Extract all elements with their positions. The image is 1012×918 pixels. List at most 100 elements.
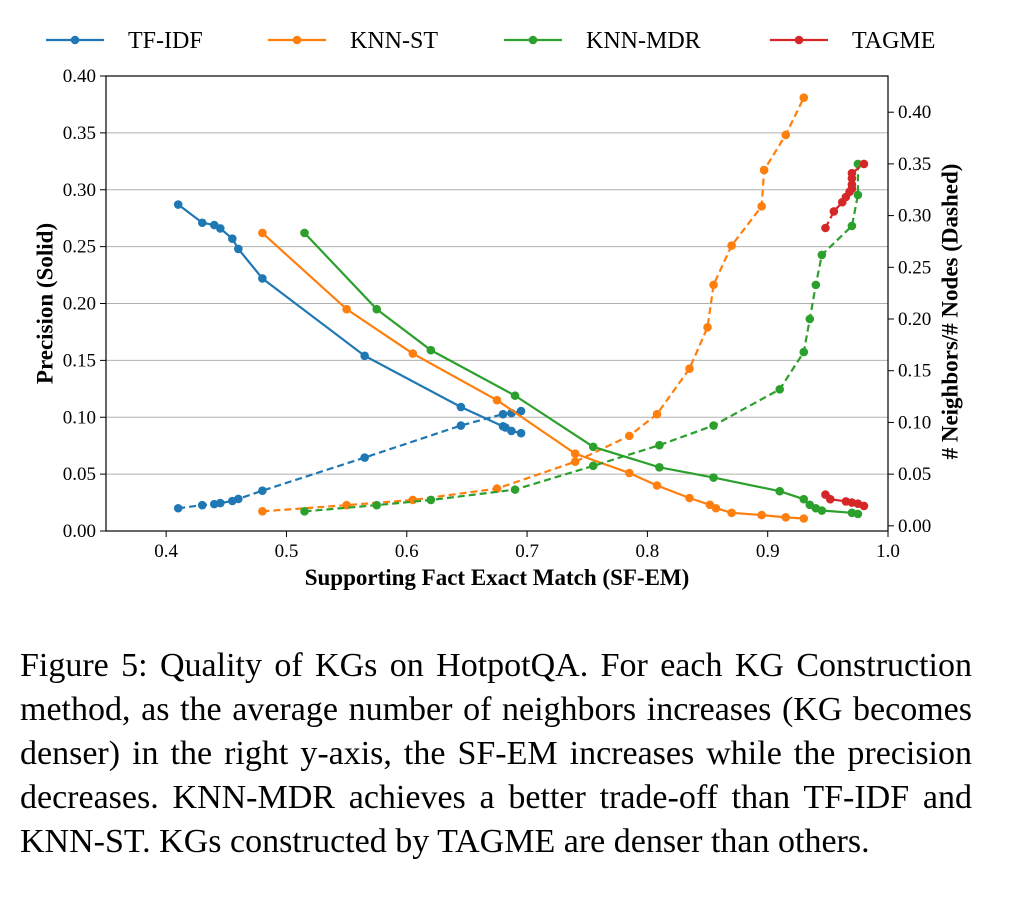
precision-point-knn-mdr [799, 494, 809, 504]
y-right-tick-label: 0.20 [898, 309, 931, 330]
y-left-tick-label: 0.15 [63, 350, 96, 371]
precision-point-tf-idf [215, 224, 225, 233]
precision-point-knn-mdr [510, 391, 520, 400]
legend-marker-knn-mdr [528, 35, 538, 45]
neighbors-point-knn-mdr [817, 250, 827, 260]
y-left-tick-label: 0.20 [63, 294, 96, 315]
legend-label-tagme: TAGME [852, 28, 935, 54]
y-left-tick-label: 0.25 [63, 237, 96, 258]
x-tick-label: 0.7 [515, 541, 539, 562]
neighbors-point-tf-idf [215, 498, 225, 508]
legend-item-tagme: TAGME [770, 28, 935, 54]
precision-point-tagme [859, 501, 869, 511]
neighbors-point-knn-st [799, 93, 809, 103]
precision-point-tf-idf [234, 244, 243, 254]
neighbors-point-knn-st [703, 322, 712, 332]
precision-point-tf-idf [228, 234, 237, 243]
x-axis: 0.4 0.5 0.6 0.7 0.8 0.9 1.0 [154, 531, 900, 562]
neighbors-point-tf-idf [360, 453, 369, 462]
precision-point-knn-mdr [817, 506, 827, 515]
neighbors-point-knn-mdr [775, 385, 785, 394]
precision-point-tf-idf [173, 200, 183, 209]
x-tick-label: 0.9 [756, 541, 780, 562]
legend-marker-knn-st [292, 35, 302, 45]
precision-point-knn-mdr [300, 228, 309, 238]
precision-point-knn-st [757, 510, 766, 520]
precision-point-knn-st [408, 349, 418, 358]
neighbors-point-knn-st [652, 409, 662, 419]
neighbors-point-knn-mdr [300, 507, 309, 516]
legend-item-knn-mdr: KNN-MDR [504, 28, 701, 54]
y-left-tick-label: 0.35 [63, 123, 96, 144]
neighbors-point-knn-mdr [655, 440, 664, 450]
neighbors-point-knn-st [759, 165, 769, 175]
neighbors-point-tagme [821, 223, 830, 233]
neighbors-point-tf-idf [498, 409, 508, 419]
y-right-tick-label: 0.05 [898, 464, 931, 485]
series-layer [173, 93, 869, 523]
x-tick-label: 0.8 [636, 541, 660, 562]
neighbors-point-knn-st [727, 241, 736, 250]
neighbors-point-knn-mdr [811, 280, 821, 290]
precision-line-knn-mdr [303, 232, 859, 516]
precision-point-knn-st [492, 395, 502, 405]
neighbors-point-tf-idf [234, 494, 243, 504]
precision-point-knn-mdr [372, 304, 381, 314]
neighbors-point-knn-mdr [372, 500, 381, 510]
neighbors-line-tf-idf [178, 409, 522, 510]
legend-item-knn-st: KNN-ST [268, 28, 438, 54]
neighbors-point-tagme [847, 180, 857, 189]
neighbors-point-knn-mdr [847, 221, 857, 231]
series-knn-st [258, 93, 809, 523]
neighbors-point-knn-mdr [588, 461, 598, 471]
precision-point-tf-idf [197, 218, 207, 228]
y-right-tick-label: 0.30 [898, 206, 931, 227]
precision-point-knn-mdr [775, 486, 785, 496]
precision-point-tf-idf [456, 402, 466, 412]
neighbors-point-knn-st [757, 201, 766, 211]
chart: TF-IDF KNN-ST KNN-MDR TAGME 0.4 0.5 0.6 0.7 0.8… [32, 28, 962, 590]
neighbors-point-knn-mdr [853, 159, 863, 169]
y-left-tick-label: 0.05 [63, 464, 96, 485]
neighbors-point-knn-st [625, 431, 634, 441]
neighbors-point-knn-mdr [709, 421, 718, 430]
precision-point-knn-st [258, 228, 267, 238]
precision-point-knn-st [781, 513, 791, 522]
precision-point-knn-st [652, 481, 662, 490]
series-tagme [821, 159, 869, 511]
y-right-tick-label: 0.40 [898, 102, 931, 123]
x-tick-label: 1.0 [876, 541, 900, 562]
neighbors-point-tagme [829, 207, 839, 216]
precision-point-knn-mdr [655, 463, 664, 472]
precision-point-knn-mdr [853, 509, 863, 519]
y-right-tick-label: 0.15 [898, 361, 931, 382]
gridlines [106, 132, 888, 475]
legend-marker-tagme [794, 35, 804, 45]
legend: TF-IDF KNN-ST KNN-MDR TAGME [46, 28, 935, 54]
neighbors-point-knn-st [709, 280, 718, 290]
neighbors-point-knn-st [781, 130, 791, 140]
precision-point-knn-st [570, 449, 580, 458]
precision-point-knn-st [685, 493, 694, 503]
neighbors-point-knn-mdr [510, 485, 520, 494]
y-left-tick-label: 0.40 [63, 66, 96, 87]
precision-point-tf-idf [360, 351, 369, 361]
y-axis-right-label: # Neighbors/# Nodes (Dashed) [937, 164, 962, 460]
y-left-tick-label: 0.00 [63, 521, 96, 542]
neighbors-point-knn-mdr [799, 347, 809, 357]
legend-label-knn-mdr: KNN-MDR [586, 28, 701, 54]
x-tick-label: 0.5 [275, 541, 299, 562]
precision-point-knn-mdr [588, 442, 598, 452]
neighbors-point-knn-mdr [805, 314, 815, 324]
neighbors-point-tf-idf [516, 406, 526, 416]
neighbors-line-knn-st [262, 97, 805, 513]
x-axis-label: Supporting Fact Exact Match (SF-EM) [305, 565, 690, 590]
figure-caption: Figure 5: Quality of KGs on HotpotQA. Fo… [20, 647, 972, 860]
precision-point-knn-mdr [709, 473, 718, 482]
neighbors-point-knn-st [570, 457, 580, 467]
precision-point-knn-mdr [426, 345, 436, 355]
neighbors-point-knn-mdr [426, 495, 436, 505]
precision-point-knn-st [625, 468, 634, 478]
neighbors-point-knn-mdr [853, 190, 863, 200]
precision-point-tagme [825, 494, 835, 504]
